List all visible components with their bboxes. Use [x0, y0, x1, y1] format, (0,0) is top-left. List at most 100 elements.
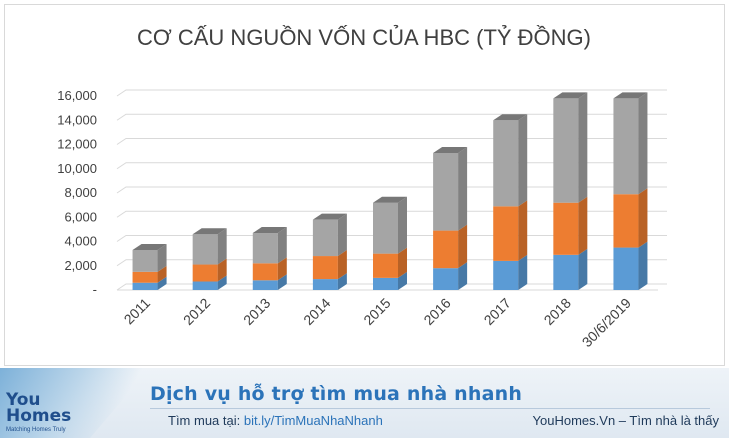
logo-text-you: You — [6, 390, 41, 410]
bar-side — [458, 224, 468, 269]
bar-segment — [252, 233, 278, 264]
bar-segment — [493, 206, 519, 261]
bar-side — [518, 254, 528, 290]
bar-segment — [493, 120, 519, 207]
bar-side — [277, 274, 287, 290]
bar-segment — [132, 249, 158, 272]
bar-side — [458, 146, 468, 231]
bar-side — [578, 196, 588, 255]
banner-divider — [150, 408, 710, 409]
chart-area: CƠ CẤU NGUỒN VỐN CỦA HBC (TỶ ĐỒNG) - 2,000… — [4, 4, 725, 366]
bar-segment — [433, 268, 459, 290]
bar-segment — [252, 263, 278, 281]
bar-side — [398, 271, 407, 290]
gridline — [116, 283, 667, 291]
bar-side — [518, 114, 528, 207]
promo-banner[interactable]: You Homes Matching Homes Truly Dịch vụ h… — [0, 368, 729, 438]
bar-side — [578, 92, 588, 203]
bar-side — [217, 275, 227, 290]
site-slogan[interactable]: YouHomes.Vn – Tìm nhà là thấy — [532, 413, 719, 428]
bar-side — [217, 258, 227, 282]
bar-top — [613, 92, 648, 99]
x-tick-label: 2014 — [300, 295, 333, 328]
x-tick-label: 2018 — [541, 295, 574, 328]
find-label: Tìm mua tại: — [168, 413, 241, 428]
bar-segment — [373, 202, 398, 254]
bar-side — [638, 241, 648, 290]
bar-top — [192, 228, 227, 235]
stacked-bar-chart: CƠ CẤU NGUỒN VỐN CỦA HBC (TỶ ĐỒNG) - 2,000… — [57, 24, 667, 351]
bar-segment — [373, 253, 398, 278]
y-tick-label: 10,000 — [57, 161, 97, 176]
bar-top — [312, 213, 347, 220]
x-tick-label: 2011 — [121, 295, 154, 328]
gridline — [116, 138, 667, 145]
bar-segment — [192, 234, 218, 265]
bar-segment — [433, 230, 459, 269]
gridline — [116, 210, 667, 218]
x-tick-label: 2012 — [180, 295, 213, 328]
bar-segment — [373, 277, 398, 290]
chart-title: CƠ CẤU NGUỒN VỐN CỦA HBC (TỶ ĐỒNG) — [137, 24, 591, 50]
bar-segment — [132, 282, 158, 290]
gridline — [116, 89, 667, 97]
bar-side — [337, 250, 347, 280]
y-tick-label: 12,000 — [57, 137, 97, 152]
y-tick-label: 16,000 — [57, 88, 97, 103]
x-tick-label: 2013 — [240, 295, 273, 328]
banner-find-line: Tìm mua tại: bit.ly/TimMuaNhaNhanh — [168, 413, 383, 428]
y-tick-label: 2,000 — [64, 258, 97, 273]
bar-side — [277, 227, 287, 264]
find-link[interactable]: bit.ly/TimMuaNhaNhanh — [243, 413, 383, 428]
bar-segment — [192, 264, 218, 282]
youhomes-logo[interactable]: You Homes Matching Homes Truly — [6, 390, 90, 434]
bar-side — [277, 257, 287, 281]
bar-segment — [613, 194, 639, 248]
bar-top — [373, 196, 407, 203]
gridline — [116, 259, 667, 267]
chart-border — [4, 4, 725, 366]
y-tick-label: 8,000 — [64, 185, 97, 200]
bar-segment — [192, 281, 218, 290]
bar-segment — [493, 260, 519, 290]
bar-segment — [613, 247, 639, 290]
bar-segment — [613, 98, 639, 195]
y-tick-label: 6,000 — [64, 209, 97, 224]
gridline — [116, 162, 667, 170]
bar-top — [493, 114, 528, 121]
gridline — [116, 113, 667, 121]
bar-segment — [433, 152, 459, 231]
bar-side — [157, 243, 167, 272]
x-tick-label: 2017 — [480, 295, 513, 328]
y-tick-label: - — [93, 282, 97, 297]
gridline — [116, 235, 667, 242]
bar-top — [132, 243, 167, 250]
y-tick-label: 4,000 — [64, 234, 97, 249]
y-tick-label: 14,000 — [57, 112, 97, 127]
bar-side — [337, 273, 347, 290]
bar-side — [518, 200, 528, 261]
bar-segment — [553, 98, 579, 203]
bar-side — [398, 247, 407, 278]
bar-side — [337, 213, 347, 257]
bar-side — [578, 248, 588, 290]
bar-segment — [252, 280, 278, 290]
bar-segment — [132, 271, 158, 283]
bar-side — [157, 265, 167, 283]
bar-segment — [312, 219, 338, 257]
bar-side — [398, 196, 407, 254]
x-tick-label: 30/6/2019 — [579, 295, 635, 351]
bar-side — [638, 92, 648, 195]
bar-side — [638, 188, 648, 248]
bar-side — [217, 228, 227, 265]
x-tick-label: 2016 — [420, 295, 453, 328]
x-tick-label: 2015 — [360, 295, 393, 328]
bar-segment — [312, 256, 338, 280]
gridline — [116, 186, 667, 194]
logo-tagline: Matching Homes Truly — [6, 427, 66, 433]
bar-side — [157, 276, 167, 290]
banner-headline: Dịch vụ hỗ trợ tìm mua nhà nhanh — [150, 383, 523, 405]
bar-top — [553, 92, 588, 99]
bar-top — [433, 146, 468, 153]
bar-segment — [553, 202, 579, 255]
